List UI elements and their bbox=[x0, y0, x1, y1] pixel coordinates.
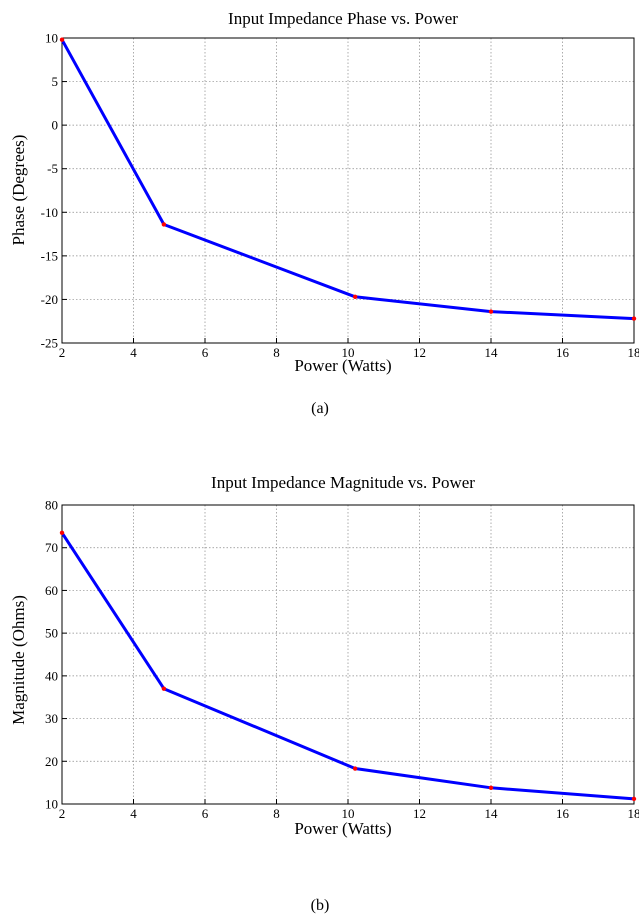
y-tick-label: -5 bbox=[47, 161, 58, 176]
data-point bbox=[59, 37, 65, 42]
grid bbox=[62, 505, 634, 804]
y-tick-label: 10 bbox=[45, 31, 58, 46]
y-tick-label: 20 bbox=[45, 754, 58, 769]
x-tick-label: 10 bbox=[342, 806, 355, 821]
x-tick-label: 6 bbox=[202, 345, 209, 360]
x-tick-label: 2 bbox=[59, 806, 66, 821]
data-point bbox=[161, 222, 167, 227]
data-point bbox=[488, 309, 494, 314]
magnitude-chart: Input Impedance Magnitude vs. Power 2 4 6 8… bbox=[9, 473, 639, 914]
x-tick-label: 8 bbox=[273, 345, 280, 360]
caption: (a) bbox=[311, 400, 329, 417]
y-tick-label: -10 bbox=[41, 205, 58, 220]
data-point bbox=[352, 294, 358, 300]
plot-area bbox=[59, 37, 637, 321]
phase-chart: Input Impedance Phase vs. Power 2 4 6 8 10 12… bbox=[9, 9, 639, 417]
x-tick-label: 18 bbox=[628, 345, 639, 360]
x-axis-label: Power (Watts) bbox=[294, 819, 391, 838]
x-tick-label: 18 bbox=[628, 806, 639, 821]
data-point bbox=[631, 796, 637, 802]
x-tick-label: 12 bbox=[413, 806, 426, 821]
x-tick-label: 4 bbox=[130, 345, 137, 360]
y-tick-label: 10 bbox=[45, 797, 58, 812]
y-tick-label: 40 bbox=[45, 668, 58, 683]
y-axis-label: Phase (Degrees) bbox=[9, 135, 28, 246]
y-tick-label: -25 bbox=[41, 336, 58, 351]
x-axis-ticks: 2 4 6 8 10 12 14 16 18 bbox=[59, 799, 639, 821]
x-tick-label: 4 bbox=[130, 806, 137, 821]
grid bbox=[62, 38, 634, 343]
x-tick-label: 10 bbox=[342, 345, 355, 360]
x-axis-ticks: 2 4 6 8 10 12 14 16 18 bbox=[59, 338, 639, 360]
y-tick-label: 50 bbox=[45, 626, 58, 641]
caption: (b) bbox=[311, 897, 330, 914]
y-axis-ticks: -25 -20 -15 -10 -5 0 5 10 bbox=[41, 31, 67, 351]
x-tick-label: 14 bbox=[485, 345, 499, 360]
x-tick-label: 16 bbox=[556, 345, 570, 360]
data-point bbox=[488, 785, 494, 790]
chart-title: Input Impedance Phase vs. Power bbox=[228, 9, 458, 28]
data-point bbox=[352, 766, 358, 771]
data-point bbox=[631, 316, 637, 321]
y-tick-label: 5 bbox=[52, 74, 59, 89]
chart-title: Input Impedance Magnitude vs. Power bbox=[211, 473, 475, 492]
data-point bbox=[59, 530, 65, 535]
x-tick-label: 16 bbox=[556, 806, 570, 821]
y-tick-label: 0 bbox=[52, 118, 59, 133]
plot-frame bbox=[61, 504, 635, 805]
y-tick-label: 30 bbox=[45, 711, 58, 726]
y-axis-label: Magnitude (Ohms) bbox=[9, 595, 28, 725]
data-point bbox=[161, 686, 167, 691]
y-tick-label: 70 bbox=[45, 540, 58, 555]
x-tick-label: 12 bbox=[413, 345, 426, 360]
y-tick-label: 60 bbox=[45, 583, 58, 598]
y-axis-ticks: 10 20 30 40 50 60 70 80 bbox=[45, 498, 67, 812]
x-tick-label: 8 bbox=[273, 806, 280, 821]
x-tick-label: 2 bbox=[59, 345, 66, 360]
y-tick-label: -15 bbox=[41, 248, 58, 263]
y-tick-label: 80 bbox=[45, 498, 58, 513]
plot-area bbox=[59, 530, 637, 802]
x-tick-label: 14 bbox=[485, 806, 499, 821]
x-tick-label: 6 bbox=[202, 806, 209, 821]
y-tick-label: -20 bbox=[41, 292, 58, 307]
x-axis-label: Power (Watts) bbox=[294, 356, 391, 375]
